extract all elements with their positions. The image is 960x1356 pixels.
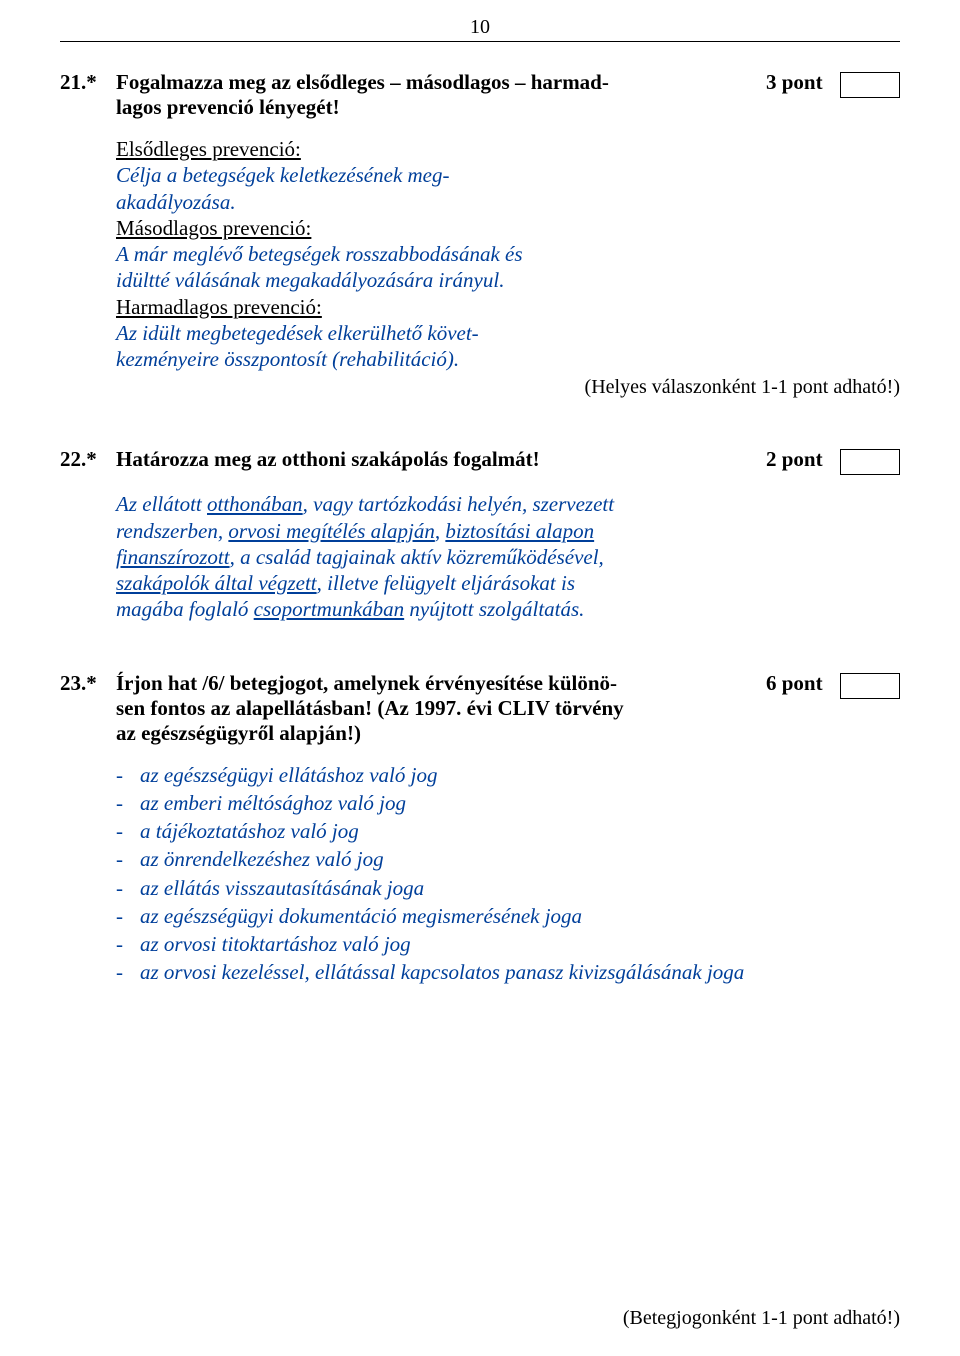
list-text: az önrendelkezéshez való jog xyxy=(140,846,384,872)
q23-title-l1: Írjon hat /6/ betegjogot, amelynek érvén… xyxy=(116,671,617,695)
q22-number: 22.* xyxy=(60,447,116,472)
q23-score-box[interactable] xyxy=(840,673,900,699)
top-rule xyxy=(60,41,900,42)
q23-number: 23.* xyxy=(60,671,116,696)
dash-icon: - xyxy=(116,903,140,929)
q21-a2: A már meglévő betegségek rosszabbodásána… xyxy=(116,241,760,294)
q22-points: 2 pont xyxy=(766,447,840,472)
question-22: 22.* Határozza meg az otthoni szakápolás… xyxy=(60,447,900,622)
q21-title-line2: lagos prevenció lényegét! xyxy=(116,95,340,119)
q22-t2: rendszerben, xyxy=(116,519,228,543)
q22-u3: finanszírozott xyxy=(116,545,230,569)
list-item: -az egészségügyi dokumentáció megismerés… xyxy=(116,903,760,929)
q23-body: -az egészségügyi ellátáshoz való jog -az… xyxy=(116,762,760,986)
q22-u1: otthonában xyxy=(207,492,303,516)
q22-u2b: biztosítási alapon xyxy=(445,519,594,543)
q21-a2-l1: A már meglévő betegségek rosszabbodásána… xyxy=(116,242,523,266)
q21-a3: Az idült megbetegedések elkerülhető köve… xyxy=(116,320,760,373)
q21-number: 21.* xyxy=(60,70,116,95)
dash-icon: - xyxy=(116,875,140,901)
q22-score-box[interactable] xyxy=(840,449,900,475)
dash-icon: - xyxy=(116,931,140,957)
q21-h1: Elsődleges prevenció: xyxy=(116,136,760,162)
q23-note: (Betegjogonként 1-1 pont adható!) xyxy=(623,1307,900,1330)
q23-title: Írjon hat /6/ betegjogot, amelynek érvén… xyxy=(116,671,766,746)
q22-title: Határozza meg az otthoni szakápolás foga… xyxy=(116,447,766,472)
q22-t3: , a család tagjainak aktív közreműködésé… xyxy=(230,545,604,569)
q21-body: Elsődleges prevenció: Célja a betegségek… xyxy=(116,136,760,372)
q22-t1: Az ellátott xyxy=(116,492,207,516)
q21-h2: Másodlagos prevenció: xyxy=(116,215,760,241)
list-item: -az egészségügyi ellátáshoz való jog xyxy=(116,762,760,788)
dash-icon: - xyxy=(116,959,140,985)
q21-h3: Harmadlagos prevenció: xyxy=(116,294,760,320)
q22-t5b: nyújtott szolgáltatás. xyxy=(404,597,584,621)
q22-t2m: , xyxy=(435,519,446,543)
q21-points: 3 pont xyxy=(766,70,840,95)
list-text: az emberi méltósághoz való jog xyxy=(140,790,406,816)
dash-icon: - xyxy=(116,846,140,872)
list-item: -az önrendelkezéshez való jog xyxy=(116,846,760,872)
q22-u4: szakápolók által végzett xyxy=(116,571,317,595)
list-text: az orvosi titoktartáshoz való jog xyxy=(140,931,411,957)
q23-title-l3: az egészségügyről alapján!) xyxy=(116,721,361,745)
q22-t5a: magába foglaló xyxy=(116,597,254,621)
q23-points: 6 pont xyxy=(766,671,840,696)
list-item: -a tájékoztatáshoz való jog xyxy=(116,818,760,844)
list-item: -az orvosi titoktartáshoz való jog xyxy=(116,931,760,957)
list-text: az egészségügyi ellátáshoz való jog xyxy=(140,762,437,788)
list-text: az ellátás visszautasításának joga xyxy=(140,875,424,901)
q21-title-line1: Fogalmazza meg az elsődleges – másodlago… xyxy=(116,70,609,94)
list-item: -az orvosi kezeléssel, ellátással kapcso… xyxy=(116,959,760,985)
question-23: 23.* Írjon hat /6/ betegjogot, amelynek … xyxy=(60,671,900,986)
q21-a1-l2: akadályozása. xyxy=(116,190,236,214)
q22-u2: orvosi megítélés alapján xyxy=(228,519,434,543)
q22-t1b: , vagy tartózkodási helyén, szervezett xyxy=(303,492,614,516)
q21-a1: Célja a betegségek keletkezésének meg- a… xyxy=(116,162,760,215)
q21-a3-l2: kezményeire összpontosít (rehabilitáció)… xyxy=(116,347,459,371)
question-21: 21.* Fogalmazza meg az elsődleges – máso… xyxy=(60,70,900,399)
list-text: az orvosi kezeléssel, ellátással kapcsol… xyxy=(140,959,744,985)
q21-a2-l2: idültté válásának megakadályozására irán… xyxy=(116,268,504,292)
q21-score-box[interactable] xyxy=(840,72,900,98)
q21-note: (Helyes válaszonként 1-1 pont adható!) xyxy=(60,376,900,399)
q21-a3-l1: Az idült megbetegedések elkerülhető köve… xyxy=(116,321,479,345)
q21-title: Fogalmazza meg az elsődleges – másodlago… xyxy=(116,70,766,120)
list-item: -az ellátás visszautasításának joga xyxy=(116,875,760,901)
page-number: 10 xyxy=(60,0,900,41)
list-text: az egészségügyi dokumentáció megismerésé… xyxy=(140,903,582,929)
q23-title-l2: sen fontos az alapellátásban! (Az 1997. … xyxy=(116,696,624,720)
list-text: a tájékoztatáshoz való jog xyxy=(140,818,359,844)
q22-u5: csoportmunkában xyxy=(254,597,405,621)
q22-body: Az ellátott otthonában, vagy tartózkodás… xyxy=(116,491,760,622)
q23-list: -az egészségügyi ellátáshoz való jog -az… xyxy=(116,762,760,986)
q21-a1-l1: Célja a betegségek keletkezésének meg- xyxy=(116,163,450,187)
dash-icon: - xyxy=(116,790,140,816)
q22-t4: , illetve felügyelt eljárásokat is xyxy=(317,571,575,595)
dash-icon: - xyxy=(116,818,140,844)
list-item: -az emberi méltósághoz való jog xyxy=(116,790,760,816)
dash-icon: - xyxy=(116,762,140,788)
